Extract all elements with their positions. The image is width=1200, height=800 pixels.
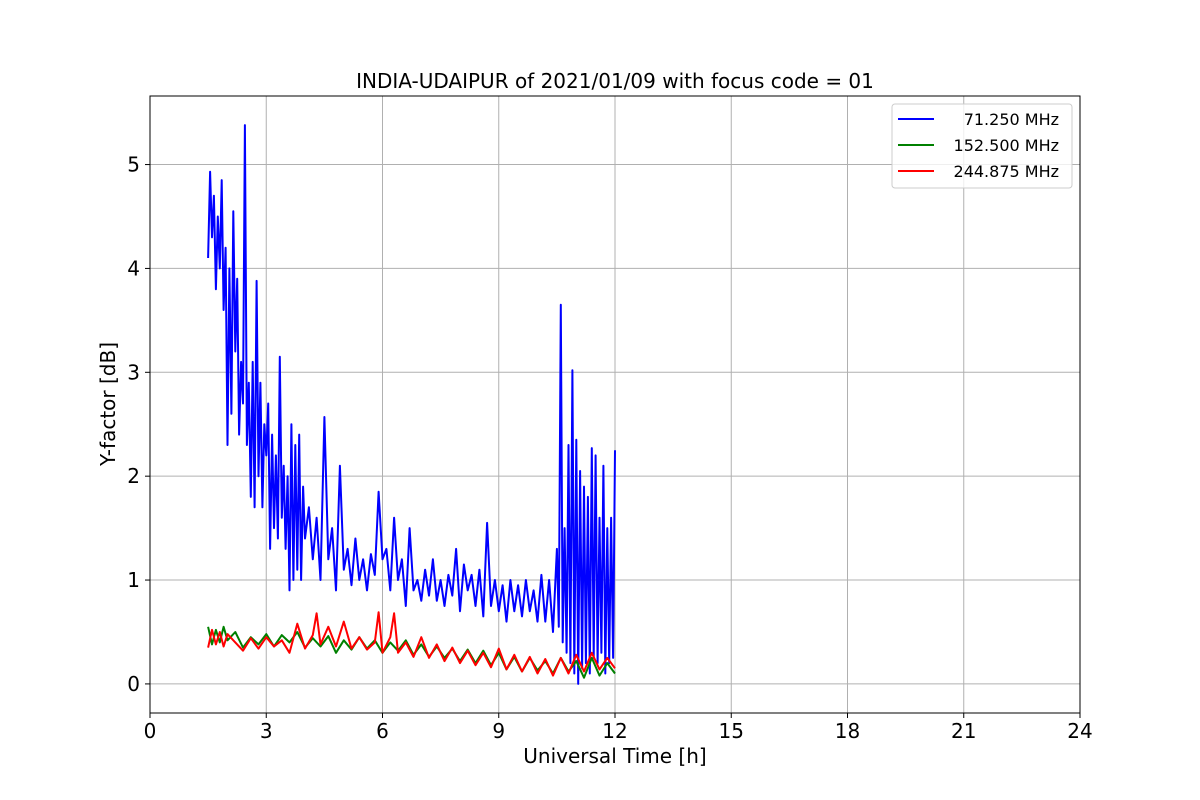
y-tick-label: 0 [127, 672, 140, 696]
y-tick-label: 2 [127, 464, 140, 488]
x-tick-label: 9 [492, 719, 505, 743]
y-axis-label: Y-factor [dB] [96, 342, 120, 467]
series-line-3 [207, 611, 616, 677]
x-tick-label: 0 [144, 719, 157, 743]
x-tick-label: 15 [719, 719, 744, 743]
x-tick-label: 3 [260, 719, 273, 743]
series-lines [207, 124, 616, 685]
x-tick-label: 24 [1067, 719, 1092, 743]
y-tick-label: 1 [127, 568, 140, 592]
x-tick-label: 12 [602, 719, 627, 743]
x-axis-label: Universal Time [h] [523, 744, 706, 768]
y-tick-label: 3 [127, 360, 140, 384]
legend-label: 71.250 MHz [964, 110, 1059, 129]
legend-label: 152.500 MHz [954, 136, 1059, 155]
legend: 71.250 MHz 152.500 MHz 244.875 MHz [891, 103, 1073, 189]
y-tick-label: 4 [127, 256, 140, 280]
legend-label: 244.875 MHz [954, 162, 1059, 181]
x-tick-label: 21 [951, 719, 976, 743]
x-tick-label: 18 [835, 719, 860, 743]
legend-box [891, 103, 1073, 189]
x-tick-label: 6 [376, 719, 389, 743]
y-tick-label: 5 [127, 153, 140, 177]
chart-title: INDIA-UDAIPUR of 2021/01/09 with focus c… [356, 69, 874, 93]
series-line-1 [207, 124, 616, 685]
